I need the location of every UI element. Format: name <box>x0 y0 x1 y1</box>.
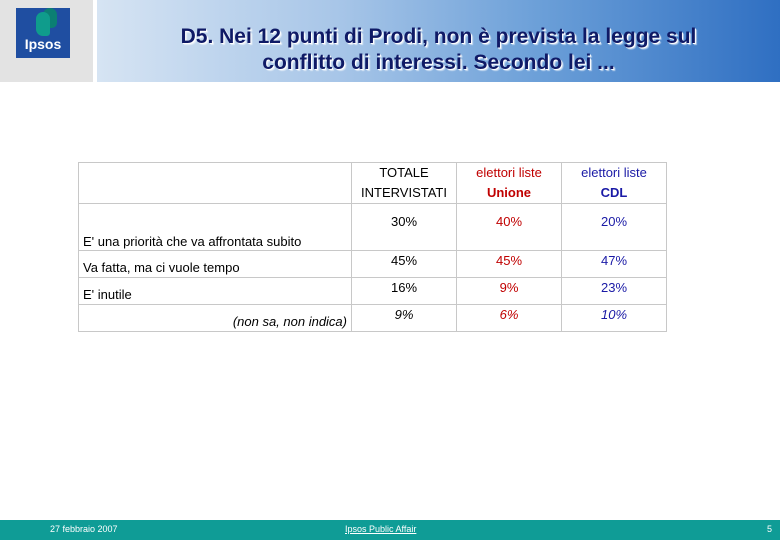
value-cdl: 23% <box>561 277 667 305</box>
logo-text: Ipsos <box>24 36 62 52</box>
logo-face-shape <box>36 12 50 36</box>
footer-bar: 27 febbraio 2007 Ipsos Public Affair 5 <box>0 520 780 540</box>
page-number: 5 <box>766 524 772 534</box>
col-header-totale-line1: TOTALE <box>379 165 429 180</box>
title-band: D5. Nei 12 punti di Prodi, non è previst… <box>97 0 780 82</box>
value-unione: 6% <box>456 304 562 332</box>
value-cdl: 10% <box>561 304 667 332</box>
value-cdl: 47% <box>561 250 667 278</box>
col-header-totale: TOTALE INTERVISTATI <box>351 162 457 204</box>
value-totale: 16% <box>351 277 457 305</box>
table-row: E' inutile 16% 9% 23% <box>78 277 667 305</box>
col-header-totale-line2: INTERVISTATI <box>361 185 447 200</box>
col-header-unione-line1: elettori liste <box>476 165 542 180</box>
row-label: E' inutile <box>78 277 352 305</box>
value-unione: 40% <box>456 203 562 251</box>
footer-date: 27 febbraio 2007 <box>50 524 118 534</box>
header-divider <box>93 0 97 82</box>
col-header-unione-line2: Unione <box>486 185 532 200</box>
table-header-row: TOTALE INTERVISTATI elettori liste Union… <box>78 162 667 204</box>
header-corner-cell <box>78 162 352 204</box>
slide-title: D5. Nei 12 punti di Prodi, non è previst… <box>97 24 780 76</box>
col-header-cdl-line1: elettori liste <box>581 165 647 180</box>
footer-brand-link[interactable]: Ipsos Public Affair <box>345 524 417 534</box>
table-row: E' una priorità che va affrontata subito… <box>78 203 667 251</box>
results-table: TOTALE INTERVISTATI elettori liste Union… <box>78 162 667 332</box>
table-row: Va fatta, ma ci vuole tempo 45% 45% 47% <box>78 250 667 278</box>
col-header-cdl-line2: CDL <box>600 185 628 200</box>
row-label: Va fatta, ma ci vuole tempo <box>78 250 352 278</box>
value-unione: 9% <box>456 277 562 305</box>
value-totale: 9% <box>351 304 457 332</box>
row-label: (non sa, non indica) <box>78 304 352 332</box>
ipsos-logo: Ipsos <box>16 8 70 58</box>
title-line-2: conflitto di interessi. Secondo lei ... <box>262 51 615 74</box>
table-row: (non sa, non indica) 9% 6% 10% <box>78 304 667 332</box>
value-totale: 30% <box>351 203 457 251</box>
value-unione: 45% <box>456 250 562 278</box>
row-label: E' una priorità che va affrontata subito <box>78 203 352 251</box>
col-header-unione: elettori liste Unione <box>456 162 562 204</box>
col-header-cdl: elettori liste CDL <box>561 162 667 204</box>
title-line-1: D5. Nei 12 punti di Prodi, non è previst… <box>180 25 697 48</box>
value-totale: 45% <box>351 250 457 278</box>
logo-panel: Ipsos <box>0 0 93 82</box>
value-cdl: 20% <box>561 203 667 251</box>
